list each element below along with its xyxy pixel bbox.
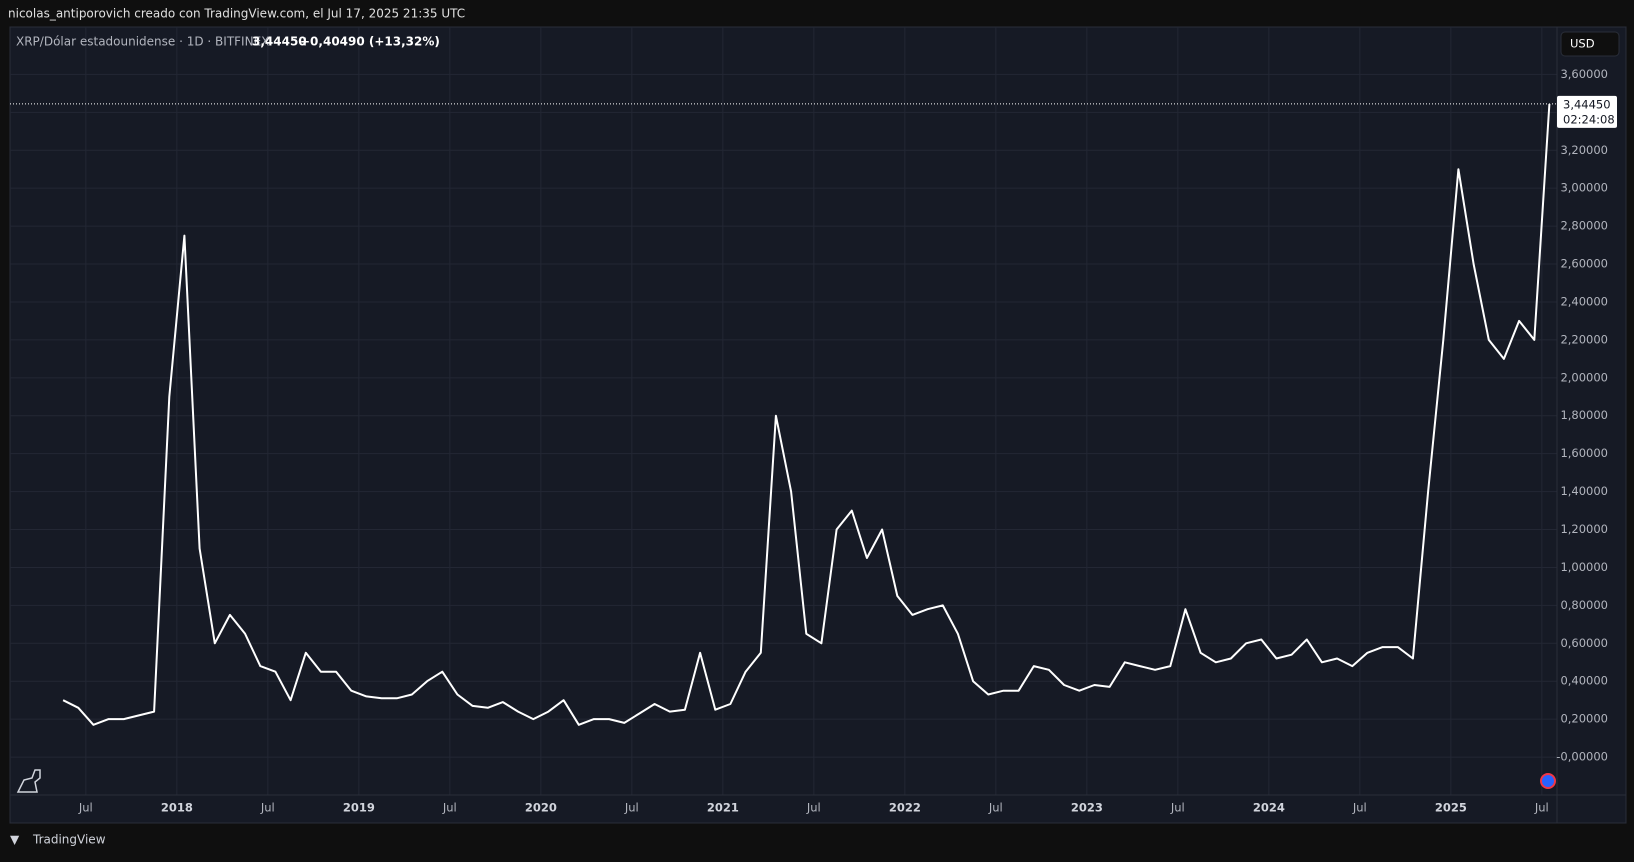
x-tick-label: 2023: [1071, 801, 1103, 815]
y-tick-label: 1,20000: [1560, 522, 1608, 536]
header: nicolas_antiporovich creado con TradingV…: [8, 7, 465, 21]
currency-button[interactable]: [1560, 31, 1620, 57]
x-tick-label: Jul: [78, 801, 93, 815]
y-tick-label: 0,80000: [1560, 598, 1608, 612]
tv-mark: ▼: [10, 833, 20, 847]
x-tick-label: Jul: [806, 801, 821, 815]
chart-panel: [9, 26, 1627, 824]
x-tick-label: 2021: [707, 801, 739, 815]
x-tick-label: Jul: [260, 801, 275, 815]
y-tick-label: 3,60000: [1560, 67, 1608, 81]
y-tick-label: 1,80000: [1560, 408, 1608, 422]
logo-icon: [16, 769, 41, 793]
x-tick-label: 2018: [161, 801, 193, 815]
x-tick-label: Jul: [1170, 801, 1185, 815]
legend-price: 3,44450: [252, 35, 307, 49]
x-tick-label: Jul: [1352, 801, 1367, 815]
y-tick-label: 1,60000: [1560, 446, 1608, 460]
flag-icon[interactable]: [1540, 773, 1556, 789]
y-tick-label: 0,60000: [1560, 636, 1608, 650]
y-tick-label: 2,40000: [1560, 294, 1608, 308]
x-tick-label: 2020: [525, 801, 557, 815]
x-tick-label: 2025: [1435, 801, 1467, 815]
x-tick-label: Jul: [988, 801, 1003, 815]
y-tick-label: 0,20000: [1560, 712, 1608, 726]
last-price-label: 3,44450: [1563, 97, 1611, 111]
x-tick-label: 2022: [889, 801, 921, 815]
last-price-box: [1557, 95, 1617, 128]
y-tick-label: 2,60000: [1560, 257, 1608, 271]
x-tick-label: Jul: [1534, 801, 1549, 815]
legend-change: +0,40490 (+13,32%): [300, 35, 440, 49]
y-tick-label: 3,00000: [1560, 181, 1608, 195]
countdown-label: 02:24:08: [1563, 112, 1615, 126]
price-line: [62, 103, 1551, 726]
x-tick-label: Jul: [442, 801, 457, 815]
y-tick-label: 1,40000: [1560, 484, 1608, 498]
y-tick-label: 0,40000: [1560, 674, 1608, 688]
x-tick-label: 2024: [1253, 801, 1285, 815]
y-tick-label: 1,00000: [1560, 560, 1608, 574]
currency-label[interactable]: USD: [1570, 37, 1595, 51]
y-tick-label: -0,00000: [1556, 750, 1608, 764]
y-tick-label: 2,80000: [1560, 219, 1608, 233]
y-tick-label: 2,20000: [1560, 332, 1608, 346]
footer: TradingView: [32, 833, 106, 847]
y-tick-label: 3,20000: [1560, 143, 1608, 157]
symbol-title: XRP/Dólar estadounidense · 1D · BITFINEX: [16, 35, 269, 49]
x-tick-label: 2019: [343, 801, 375, 815]
y-tick-label: 2,00000: [1560, 370, 1608, 384]
x-tick-label: Jul: [624, 801, 639, 815]
